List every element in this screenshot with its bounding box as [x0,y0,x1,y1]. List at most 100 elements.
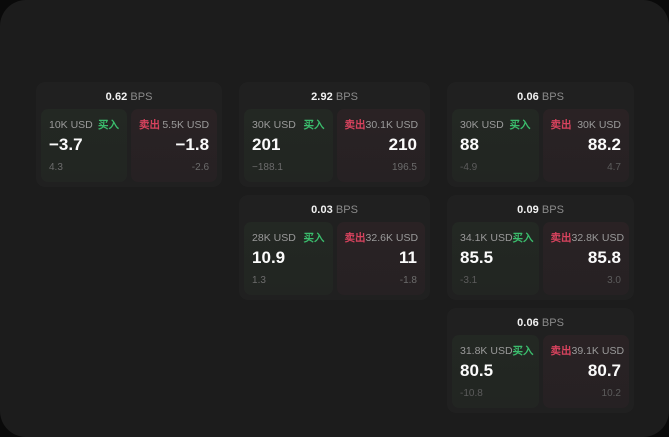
quote-column-3: 0.06 BPS 30K USD 买入 88 -4.9 卖出 [447,82,634,413]
buy-size-label: 10K USD [49,119,93,131]
sell-panel-header: 卖出 39.1K USD [550,343,625,357]
buy-panel[interactable]: 30K USD 买入 88 -4.9 [452,109,539,182]
card-header: 0.06 BPS [452,88,629,104]
sell-panel-header: 卖出 32.8K USD [550,230,625,244]
sell-price: 85.8 [587,248,621,267]
sell-size-label: 30.1K USD [365,119,419,131]
card-header: 0.62 BPS [41,88,217,104]
card-header: 0.09 BPS [452,201,629,217]
buy-panel-header: 30K USD 买入 [252,117,324,131]
buy-delta: -10.8 [460,388,483,399]
card-panels: 30K USD 买入 88 -4.9 卖出 30K USD 88.2 4.7 [452,109,629,182]
quote-card[interactable]: 2.92 BPS 30K USD 买入 201 −188.1 卖出 [239,82,430,187]
sell-side-label: 卖出 [550,119,572,131]
sell-panel-header: 卖出 32.6K USD [344,230,419,244]
buy-delta: 1.3 [252,275,266,286]
sell-size-label: 30K USD [577,119,621,131]
buy-panel[interactable]: 34.1K USD 买入 85.5 -3.1 [452,222,539,295]
buy-price: 85.5 [460,248,494,267]
buy-price: 201 [252,135,281,154]
card-header: 2.92 BPS [244,88,425,104]
bps-unit-label: BPS [130,91,153,103]
bps-unit-label: BPS [541,91,564,103]
buy-side-label: 买入 [512,345,534,357]
sell-delta: 196.5 [391,162,417,173]
sell-side-label: 卖出 [550,232,572,244]
card-panels: 31.8K USD 买入 80.5 -10.8 卖出 39.1K USD 80.… [452,335,629,408]
sell-panel[interactable]: 卖出 32.6K USD 11 -1.8 [336,222,425,295]
card-header: 0.03 BPS [244,201,425,217]
buy-price: 10.9 [252,248,286,267]
sell-delta: -2.6 [191,162,210,173]
sell-panel[interactable]: 卖出 5.5K USD −1.8 -2.6 [131,109,218,182]
buy-side-label: 买入 [509,119,531,131]
buy-size-label: 30K USD [460,119,504,131]
sell-side-label: 卖出 [139,119,161,131]
buy-panel-header: 28K USD 买入 [252,230,324,244]
sell-price: −1.8 [175,135,210,154]
sell-side-label: 卖出 [344,232,366,244]
sell-panel-header: 卖出 30.1K USD [344,117,419,131]
bps-unit-label: BPS [335,204,358,216]
bps-unit-label: BPS [335,91,358,103]
buy-size-label: 28K USD [252,232,296,244]
buy-panel[interactable]: 31.8K USD 买入 80.5 -10.8 [452,335,539,408]
bps-value: 2.92 [311,91,333,103]
sell-panel-header: 卖出 5.5K USD [139,117,209,131]
buy-size-label: 31.8K USD [460,345,513,357]
buy-delta: -4.9 [460,162,478,173]
sell-delta: 3.0 [607,275,621,286]
buy-panel-header: 34.1K USD 买入 [460,230,534,244]
quote-card[interactable]: 0.06 BPS 31.8K USD 买入 80.5 -10.8 卖出 [447,308,634,413]
buy-side-label: 买入 [303,232,325,244]
card-header: 0.06 BPS [452,314,629,330]
buy-panel[interactable]: 10K USD 买入 −3.7 4.3 [41,109,128,182]
sell-side-label: 卖出 [550,345,572,357]
sell-delta: 4.7 [607,162,621,173]
quote-card[interactable]: 0.03 BPS 28K USD 买入 10.9 1.3 卖出 [239,195,430,300]
buy-size-label: 30K USD [252,119,296,131]
buy-delta: 4.3 [49,162,63,173]
quote-card[interactable]: 0.62 BPS 10K USD 买入 −3.7 4.3 卖出 [36,82,223,187]
bps-value: 0.09 [517,204,539,216]
quote-card[interactable]: 0.09 BPS 34.1K USD 买入 85.5 -3.1 卖出 [447,195,634,300]
bps-value: 0.06 [517,91,539,103]
buy-side-label: 买入 [303,119,325,131]
bps-value: 0.62 [105,91,128,103]
sell-panel[interactable]: 卖出 30K USD 88.2 4.7 [542,109,629,182]
bps-value: 0.03 [311,204,333,216]
buy-panel[interactable]: 28K USD 买入 10.9 1.3 [244,222,333,295]
sell-side-label: 卖出 [344,119,366,131]
sell-panel[interactable]: 卖出 30.1K USD 210 196.5 [336,109,425,182]
card-panels: 10K USD 买入 −3.7 4.3 卖出 5.5K USD −1.8 -2.… [41,109,218,182]
buy-panel-header: 30K USD 买入 [460,117,531,131]
sell-panel-header: 卖出 30K USD [551,117,622,131]
sell-panel[interactable]: 卖出 32.8K USD 85.8 3.0 [542,222,629,295]
buy-price: 80.5 [460,361,494,380]
buy-delta: −188.1 [252,162,283,173]
sell-size-label: 39.1K USD [571,345,625,357]
quote-column-1: 0.62 BPS 10K USD 买入 −3.7 4.3 卖出 [36,82,223,187]
sell-panel[interactable]: 卖出 39.1K USD 80.7 10.2 [542,335,629,408]
quote-card[interactable]: 0.06 BPS 30K USD 买入 88 -4.9 卖出 [447,82,634,187]
sell-price: 210 [388,135,417,154]
sell-size-label: 32.6K USD [365,232,419,244]
quote-column-2: 2.92 BPS 30K USD 买入 201 −188.1 卖出 [239,82,430,300]
buy-panel[interactable]: 30K USD 买入 201 −188.1 [244,109,333,182]
bps-unit-label: BPS [541,317,564,329]
card-panels: 34.1K USD 买入 85.5 -3.1 卖出 32.8K USD 85.8… [452,222,629,295]
buy-side-label: 买入 [512,232,534,244]
buy-price: −3.7 [49,135,83,154]
card-panels: 30K USD 买入 201 −188.1 卖出 30.1K USD 210 1… [244,109,425,182]
sell-price: 11 [399,248,417,267]
buy-size-label: 34.1K USD [460,232,513,244]
sell-price: 80.7 [587,361,621,380]
buy-delta: -3.1 [460,275,478,286]
quote-card-grid: 0.62 BPS 10K USD 买入 −3.7 4.3 卖出 [36,82,634,413]
buy-price: 88 [460,135,479,154]
sell-delta: -1.8 [399,275,417,286]
sell-delta: 10.2 [601,388,621,399]
buy-panel-header: 10K USD 买入 [49,117,119,131]
sell-size-label: 32.8K USD [571,232,625,244]
